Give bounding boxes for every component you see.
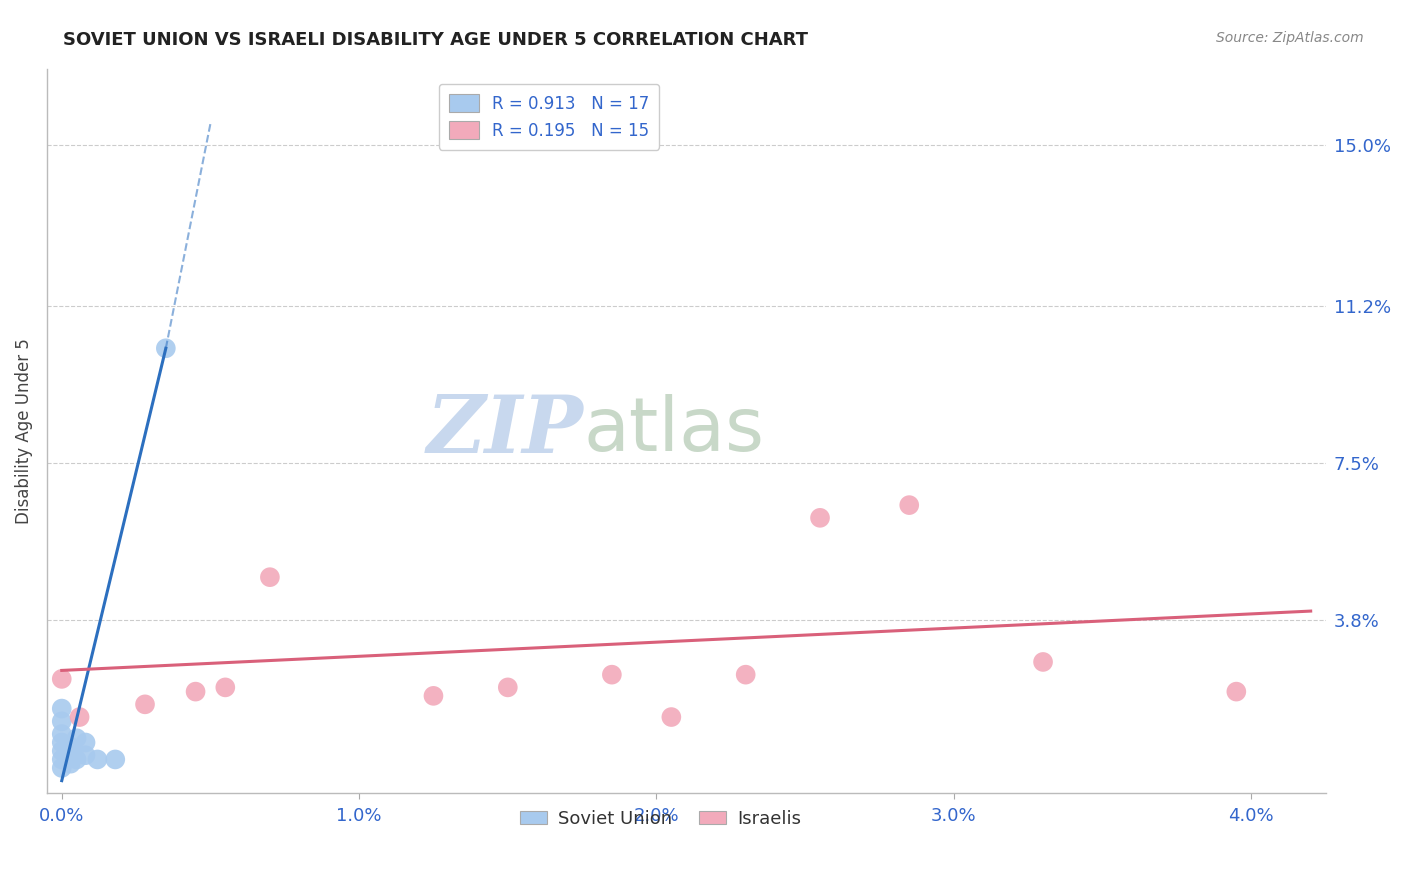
Point [51, 761, 73, 775]
Point [59, 756, 82, 771]
Point [496, 681, 519, 695]
Point [75, 748, 97, 763]
Point [51, 727, 73, 741]
Point [51, 672, 73, 686]
Point [422, 689, 444, 703]
Point [184, 684, 207, 698]
Point [86, 752, 108, 766]
Point [65, 731, 87, 746]
Point [155, 341, 177, 355]
Point [898, 498, 921, 512]
Point [69, 710, 91, 724]
Point [659, 710, 682, 724]
Point [51, 744, 73, 758]
Point [104, 752, 127, 766]
Point [59, 748, 82, 763]
Point [214, 681, 236, 695]
Point [808, 511, 831, 525]
Point [51, 735, 73, 749]
Y-axis label: Disability Age Under 5: Disability Age Under 5 [15, 338, 32, 524]
Point [51, 752, 73, 766]
Legend: Soviet Union, Israelis: Soviet Union, Israelis [513, 803, 808, 835]
Text: Source: ZipAtlas.com: Source: ZipAtlas.com [1216, 31, 1364, 45]
Point [51, 701, 73, 715]
Text: atlas: atlas [583, 394, 765, 467]
Point [59, 739, 82, 754]
Point [65, 752, 87, 766]
Point [51, 714, 73, 729]
Point [259, 570, 281, 584]
Text: ZIP: ZIP [427, 392, 583, 470]
Text: SOVIET UNION VS ISRAELI DISABILITY AGE UNDER 5 CORRELATION CHART: SOVIET UNION VS ISRAELI DISABILITY AGE U… [63, 31, 808, 49]
Point [1032, 655, 1054, 669]
Point [1225, 684, 1247, 698]
Point [134, 698, 156, 712]
Point [75, 735, 97, 749]
Point [734, 667, 756, 681]
Point [600, 667, 623, 681]
